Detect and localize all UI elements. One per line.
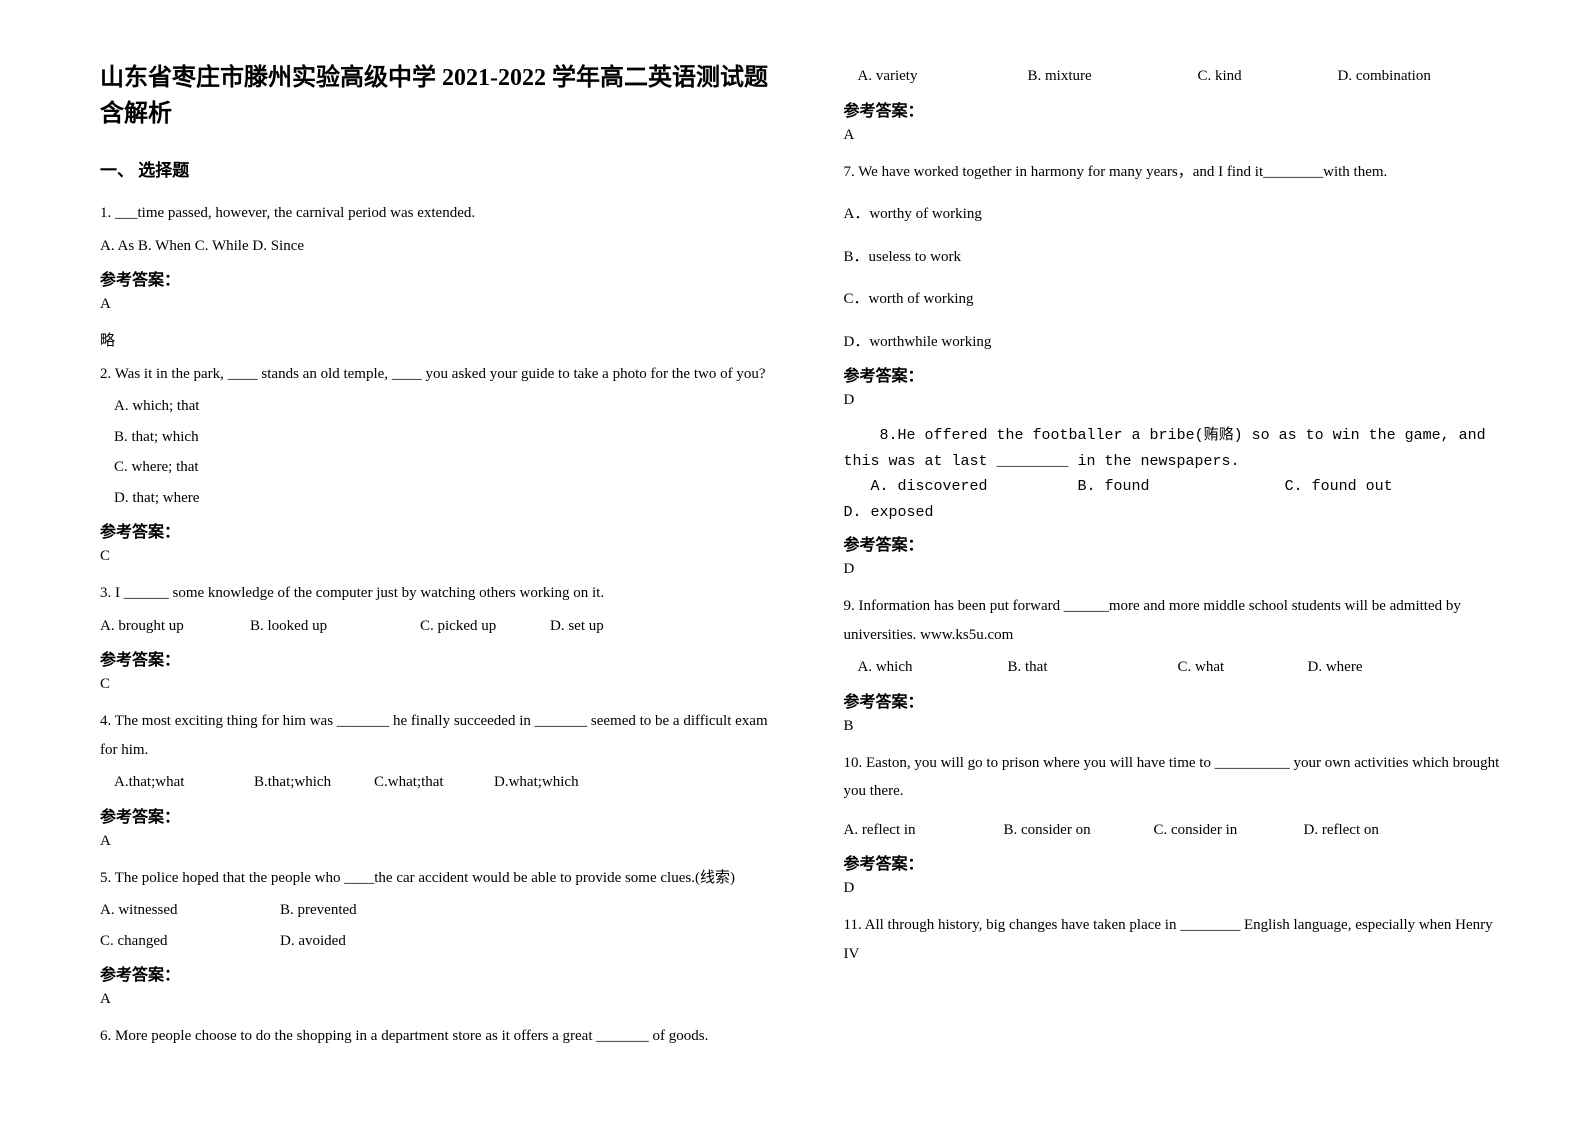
page-title: 山东省枣庄市滕州实验高级中学 2021-2022 学年高二英语测试题含解析 bbox=[100, 60, 784, 132]
q4-answer-label: 参考答案： bbox=[100, 803, 784, 827]
q3-answer: C bbox=[100, 676, 784, 693]
q2-opt-c: C. where; that bbox=[114, 453, 784, 482]
q10-answer: D bbox=[844, 880, 1508, 897]
q10-opt-d: D. reflect on bbox=[1304, 816, 1379, 845]
section-heading: 一、 选择题 bbox=[100, 156, 784, 181]
q1-stem: 1. ___time passed, however, the carnival… bbox=[100, 199, 784, 228]
q10-opt-a: A. reflect in bbox=[844, 816, 1004, 845]
q6-stem: 6. More people choose to do the shopping… bbox=[100, 1022, 784, 1051]
q1-answer-label: 参考答案： bbox=[100, 266, 784, 290]
q7-opt-b: B．useless to work bbox=[844, 243, 1508, 272]
q2-opt-d: D. that; where bbox=[114, 484, 784, 513]
q6-opt-a: A. variety bbox=[858, 62, 1028, 91]
q9-stem: 9. Information has been put forward ____… bbox=[844, 592, 1508, 649]
q5-opt-c: C. changed bbox=[100, 927, 280, 956]
q7-opt-c: C．worth of working bbox=[844, 285, 1508, 314]
q8-opts: A. discovered B. found C. found out D. e… bbox=[844, 474, 1508, 525]
q7-answer: D bbox=[844, 392, 1508, 409]
q9-options: A. which B. that C. what D. where bbox=[858, 653, 1508, 682]
q5-opt-d: D. avoided bbox=[280, 927, 346, 956]
q3-options: A. brought up B. looked up C. picked up … bbox=[100, 612, 784, 641]
q7-stem: 7. We have worked together in harmony fo… bbox=[844, 158, 1508, 187]
q5-answer-label: 参考答案： bbox=[100, 961, 784, 985]
q10-stem: 10. Easton, you will go to prison where … bbox=[844, 749, 1508, 806]
q9-opt-d: D. where bbox=[1308, 653, 1363, 682]
q4-options: A.that;what B.that;which C.what;that D.w… bbox=[114, 768, 784, 797]
q4-opt-b: B.that;which bbox=[254, 768, 374, 797]
q3-opt-d: D. set up bbox=[550, 612, 604, 641]
q6-answer: A bbox=[844, 127, 1508, 144]
q10-opt-c: C. consider in bbox=[1154, 816, 1304, 845]
q5-options-row1: A. witnessed B. prevented bbox=[100, 896, 784, 925]
q9-opt-b: B. that bbox=[1008, 653, 1178, 682]
q6-opt-d: D. combination bbox=[1338, 62, 1431, 91]
q4-answer: A bbox=[100, 833, 784, 850]
q4-opt-a: A.that;what bbox=[114, 768, 254, 797]
q5-options-row2: C. changed D. avoided bbox=[100, 927, 784, 956]
q1-note: 略 bbox=[100, 327, 784, 356]
q3-opt-a: A. brought up bbox=[100, 612, 250, 641]
q1-answer: A bbox=[100, 296, 784, 313]
q2-answer: C bbox=[100, 548, 784, 565]
q7-opt-a: A．worthy of working bbox=[844, 200, 1508, 229]
q8-answer-label: 参考答案： bbox=[844, 531, 1508, 555]
q6-options: A. variety B. mixture C. kind D. combina… bbox=[858, 62, 1508, 91]
q5-stem: 5. The police hoped that the people who … bbox=[100, 864, 784, 893]
q5-answer: A bbox=[100, 991, 784, 1008]
q4-stem: 4. The most exciting thing for him was _… bbox=[100, 707, 784, 764]
q5-opt-a: A. witnessed bbox=[100, 896, 280, 925]
q2-answer-label: 参考答案： bbox=[100, 518, 784, 542]
column-left: 山东省枣庄市滕州实验高级中学 2021-2022 学年高二英语测试题含解析 一、… bbox=[100, 60, 824, 1082]
q2-opt-b: B. that; which bbox=[114, 423, 784, 452]
page-container: 山东省枣庄市滕州实验高级中学 2021-2022 学年高二英语测试题含解析 一、… bbox=[0, 0, 1587, 1122]
q7-opt-d: D．worthwhile working bbox=[844, 328, 1508, 357]
q9-opt-a: A. which bbox=[858, 653, 1008, 682]
q7-answer-label: 参考答案： bbox=[844, 362, 1508, 386]
column-right: A. variety B. mixture C. kind D. combina… bbox=[824, 60, 1548, 1082]
q6-answer-label: 参考答案： bbox=[844, 97, 1508, 121]
q2-stem: 2. Was it in the park, ____ stands an ol… bbox=[100, 360, 784, 389]
q3-opt-b: B. looked up bbox=[250, 612, 420, 641]
q10-options: A. reflect in B. consider on C. consider… bbox=[844, 816, 1508, 845]
q8-answer: D bbox=[844, 561, 1508, 578]
q5-opt-b: B. prevented bbox=[280, 896, 357, 925]
q9-answer: B bbox=[844, 718, 1508, 735]
q10-opt-b: B. consider on bbox=[1004, 816, 1154, 845]
q6-opt-c: C. kind bbox=[1198, 62, 1338, 91]
q8-stem: 8.He offered the footballer a bribe(贿赂) … bbox=[844, 423, 1508, 474]
q3-stem: 3. I ______ some knowledge of the comput… bbox=[100, 579, 784, 608]
q9-answer-label: 参考答案： bbox=[844, 688, 1508, 712]
q3-answer-label: 参考答案： bbox=[100, 646, 784, 670]
q9-opt-c: C. what bbox=[1178, 653, 1308, 682]
q6-opt-b: B. mixture bbox=[1028, 62, 1198, 91]
q1-options: A. As B. When C. While D. Since bbox=[100, 232, 784, 261]
q4-opt-d: D.what;which bbox=[494, 768, 579, 797]
q3-opt-c: C. picked up bbox=[420, 612, 550, 641]
q11-stem: 11. All through history, big changes hav… bbox=[844, 911, 1508, 968]
q2-opt-a: A. which; that bbox=[114, 392, 784, 421]
q4-opt-c: C.what;that bbox=[374, 768, 494, 797]
q10-answer-label: 参考答案： bbox=[844, 850, 1508, 874]
